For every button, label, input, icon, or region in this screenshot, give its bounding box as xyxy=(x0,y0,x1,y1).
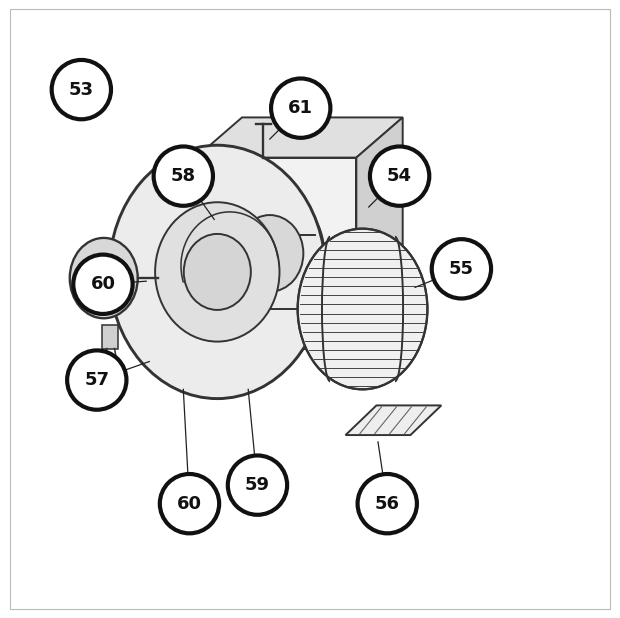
Text: 59: 59 xyxy=(245,476,270,494)
Ellipse shape xyxy=(236,215,303,292)
Ellipse shape xyxy=(216,192,324,315)
Circle shape xyxy=(160,474,219,533)
Text: 58: 58 xyxy=(170,167,196,185)
Circle shape xyxy=(271,78,330,138)
Circle shape xyxy=(51,60,111,119)
Polygon shape xyxy=(196,117,403,158)
Text: 57: 57 xyxy=(84,371,109,389)
Text: 60: 60 xyxy=(91,275,115,294)
Text: 61: 61 xyxy=(288,99,313,117)
Ellipse shape xyxy=(155,202,280,342)
Circle shape xyxy=(358,474,417,533)
Polygon shape xyxy=(345,405,441,435)
Ellipse shape xyxy=(70,238,138,318)
Ellipse shape xyxy=(85,256,122,300)
Circle shape xyxy=(67,350,126,410)
Circle shape xyxy=(154,146,213,206)
Text: 53: 53 xyxy=(69,80,94,99)
Circle shape xyxy=(73,255,133,314)
Ellipse shape xyxy=(298,229,427,389)
Text: 54: 54 xyxy=(387,167,412,185)
Polygon shape xyxy=(196,158,356,349)
Bar xyxy=(102,325,118,349)
Text: 55: 55 xyxy=(449,260,474,278)
Text: 56: 56 xyxy=(374,494,400,513)
Circle shape xyxy=(228,455,287,515)
Ellipse shape xyxy=(184,234,251,310)
Ellipse shape xyxy=(109,145,326,399)
Text: 60: 60 xyxy=(177,494,202,513)
Polygon shape xyxy=(356,117,403,349)
Circle shape xyxy=(370,146,429,206)
Circle shape xyxy=(432,239,491,298)
